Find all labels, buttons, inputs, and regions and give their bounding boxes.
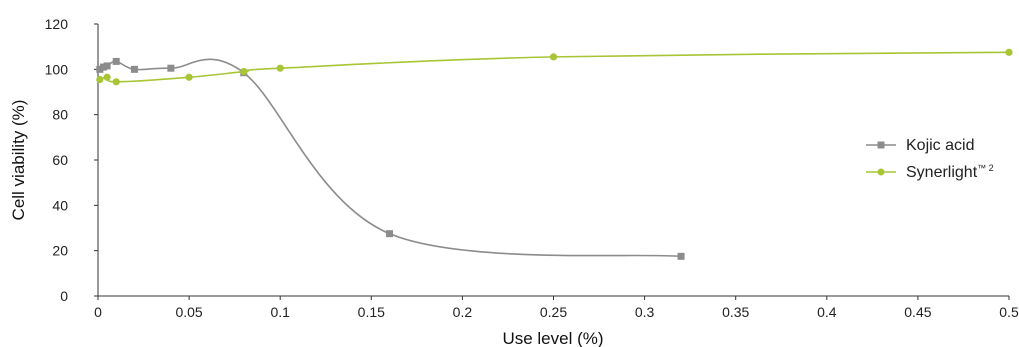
legend-kojic-label: Kojic acid xyxy=(906,137,974,154)
x-tick-label: 0.5 xyxy=(999,304,1019,320)
y-tick-label: 20 xyxy=(52,243,68,259)
legend-item-synerlight: Synerlight™ 2 xyxy=(866,163,994,181)
y-tick-label: 120 xyxy=(45,16,69,32)
series-1 xyxy=(96,48,1013,86)
y-tick-label: 100 xyxy=(45,61,69,77)
data-point xyxy=(386,230,394,238)
data-point xyxy=(103,62,111,70)
x-tick-label: 0.2 xyxy=(453,304,473,320)
series-layer xyxy=(96,48,1013,260)
legend-item-kojic: Kojic acid xyxy=(866,137,974,154)
x-tick-label: 0.4 xyxy=(817,304,837,320)
x-tick-label: 0.05 xyxy=(175,304,202,320)
x-tick-label: 0.35 xyxy=(722,304,749,320)
y-ticks: 0 20 40 60 80 100 120 xyxy=(45,16,98,304)
y-axis-title: Cell viability (%) xyxy=(9,100,28,221)
x-tick-label: 0.1 xyxy=(270,304,290,320)
x-tick-label: 0.25 xyxy=(540,304,567,320)
data-point xyxy=(96,75,104,84)
y-tick-label: 80 xyxy=(52,107,68,123)
x-tick-label: 0.45 xyxy=(904,304,931,320)
legend-synerlight-sup: ™ 2 xyxy=(977,163,994,173)
series-line xyxy=(99,58,682,258)
data-point xyxy=(167,64,175,72)
data-point xyxy=(99,63,107,71)
x-tick-label: 0 xyxy=(94,304,102,320)
data-point xyxy=(112,57,120,65)
data-point xyxy=(103,73,111,81)
x-ticks: 0 0.05 0.1 0.15 0.2 0.25 0.3 0.35 0.4 0.45 0.5 xyxy=(94,296,1019,320)
data-point xyxy=(240,68,248,76)
data-point xyxy=(677,252,685,260)
legend-synerlight-main: Synerlight xyxy=(906,164,978,181)
x-tick-label: 0.15 xyxy=(358,304,385,320)
data-point xyxy=(112,78,120,86)
data-point xyxy=(1005,48,1013,56)
data-point xyxy=(276,64,284,72)
y-tick-label: 40 xyxy=(52,197,68,213)
y-tick-label: 60 xyxy=(52,152,68,168)
data-point xyxy=(96,65,104,73)
data-point xyxy=(130,65,138,73)
legend-kojic-marker xyxy=(877,141,885,149)
x-axis-title: Use level (%) xyxy=(502,329,603,347)
data-point xyxy=(549,53,558,61)
data-point xyxy=(185,73,193,81)
legend: Kojic acid Synerlight™ 2 xyxy=(866,137,994,181)
series-0 xyxy=(96,57,685,260)
y-tick-label: 0 xyxy=(60,288,68,304)
x-tick-label: 0.3 xyxy=(635,304,655,320)
legend-synerlight-label: Synerlight™ 2 xyxy=(906,163,994,181)
legend-synerlight-marker xyxy=(877,168,885,176)
